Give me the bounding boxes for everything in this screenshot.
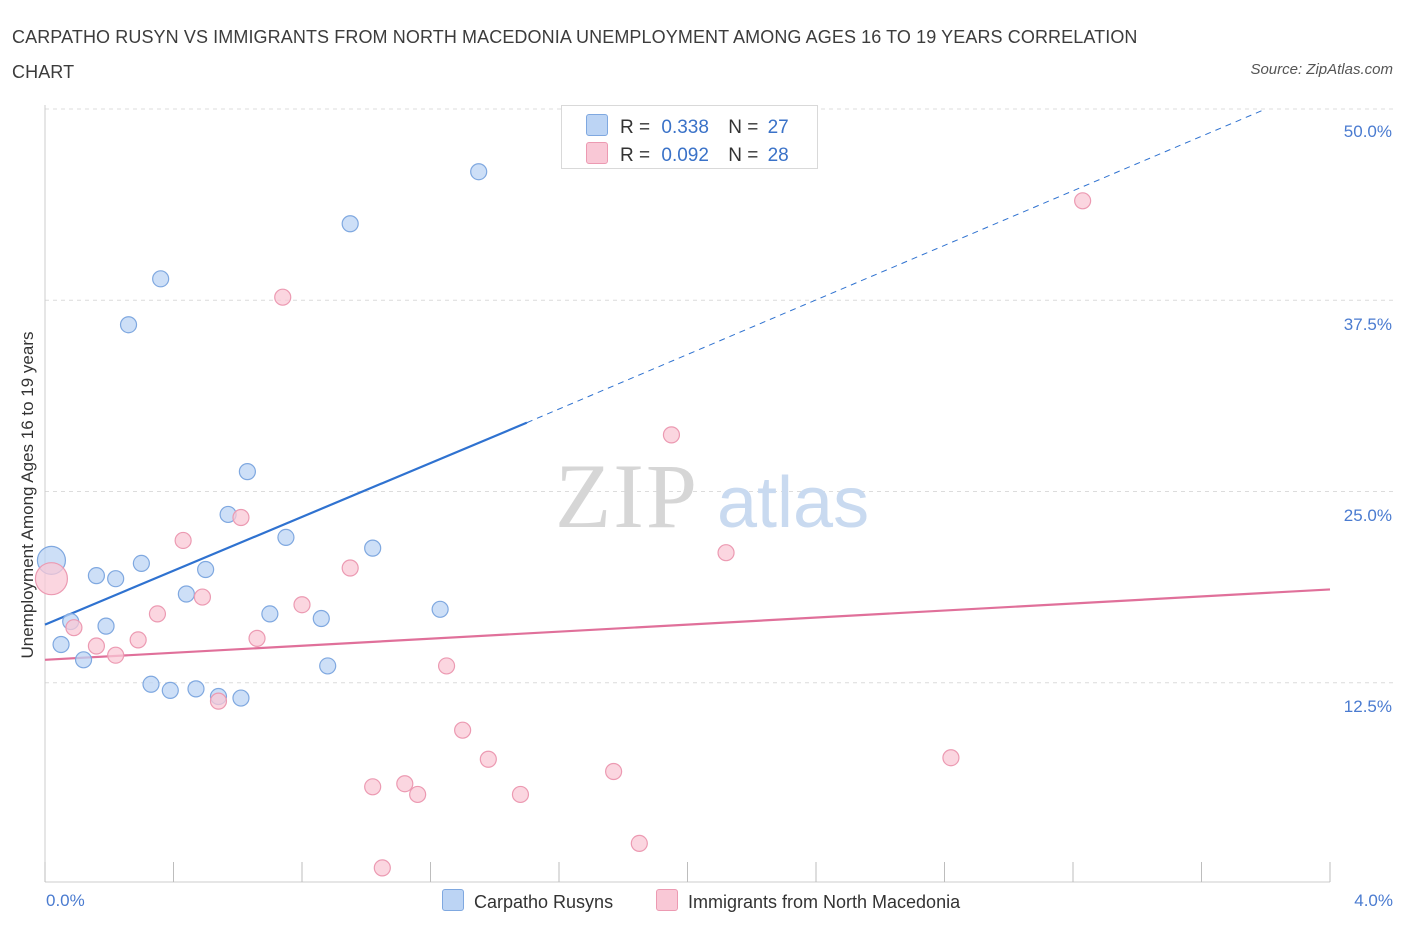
point-carpatho-rusyns [142, 675, 160, 693]
point-north-macedonia [942, 749, 960, 767]
legend-r-label: R = [620, 117, 651, 138]
point-north-macedonia [209, 692, 228, 710]
watermark-zip: ZIP [555, 445, 699, 547]
point-north-macedonia [479, 750, 497, 768]
point-carpatho-rusyns [152, 270, 170, 288]
point-carpatho-rusyns [52, 635, 70, 654]
y-tick-label-50: 50.0% [1343, 122, 1392, 141]
legend-r-value: 0.338 [661, 117, 709, 138]
point-carpatho-rusyns [74, 651, 93, 669]
point-carpatho-rusyns [238, 463, 256, 481]
bottom-legend-carpatho-rusyns: Carpatho Rusyns [442, 889, 613, 913]
point-north-macedonia [373, 859, 391, 877]
y-tick-label-37-5: 37.5% [1343, 315, 1392, 334]
bottom-legend-north-macedonia: Immigrants from North Macedonia [656, 889, 960, 913]
legend-n-value: 27 [767, 117, 789, 138]
point-carpatho-rusyns [312, 609, 330, 628]
point-carpatho-rusyns [187, 680, 205, 698]
point-north-macedonia [107, 646, 125, 664]
point-north-macedonia [34, 562, 69, 596]
bottom-legend-label-carpatho-rusyns: Carpatho Rusyns [474, 892, 614, 912]
point-north-macedonia [232, 508, 250, 527]
y-tick-label-25: 25.0% [1343, 506, 1392, 525]
legend-swatch-pink [586, 142, 608, 164]
point-north-macedonia [193, 588, 212, 606]
point-carpatho-rusyns [261, 605, 279, 623]
point-north-macedonia [364, 778, 382, 796]
legend: R = 0.338 N = 27 R = 0.092 N = 28 [561, 105, 818, 169]
point-north-macedonia [65, 619, 83, 637]
legend-row-carpatho-rusyns: R = 0.338 N = 27 [586, 114, 789, 138]
legend-row-north-macedonia: R = 0.092 N = 28 [586, 142, 789, 166]
legend-swatch-blue [586, 114, 608, 136]
point-carpatho-rusyns [470, 163, 488, 181]
point-north-macedonia [1074, 192, 1092, 210]
point-carpatho-rusyns [431, 600, 449, 618]
point-carpatho-rusyns [197, 560, 215, 579]
point-north-macedonia [274, 288, 292, 306]
point-north-macedonia [454, 721, 472, 739]
point-north-macedonia [717, 544, 735, 562]
point-carpatho-rusyns [232, 689, 250, 707]
point-carpatho-rusyns [119, 316, 138, 334]
point-carpatho-rusyns [87, 567, 106, 585]
point-north-macedonia [437, 657, 456, 675]
point-north-macedonia [605, 762, 623, 781]
trendline-carpatho-rusyns-extended [526, 108, 1266, 424]
source-label: Source: ZipAtlas.com [1250, 61, 1393, 78]
point-carpatho-rusyns [177, 585, 195, 603]
point-north-macedonia [293, 596, 311, 614]
point-north-macedonia [174, 531, 192, 550]
point-carpatho-rusyns [319, 657, 337, 675]
legend-n-label: N = [728, 117, 759, 138]
point-carpatho-rusyns [107, 570, 125, 588]
x-tick-label-max: 4.0% [1354, 891, 1393, 910]
bottom-legend-swatch-pink [656, 889, 678, 911]
point-carpatho-rusyns [161, 681, 179, 700]
legend-r-value: 0.092 [661, 145, 709, 166]
point-north-macedonia [341, 559, 359, 577]
trendline-carpatho-rusyns [44, 421, 528, 626]
point-north-macedonia [248, 629, 266, 647]
legend-r-label: R = [620, 145, 651, 166]
point-carpatho-rusyns [341, 215, 359, 233]
point-north-macedonia [87, 637, 106, 655]
chart-title: CARPATHO RUSYN VS IMMIGRANTS FROM NORTH … [12, 27, 1138, 82]
trend-lines [44, 108, 1331, 661]
point-north-macedonia [511, 785, 530, 804]
axes [44, 105, 1331, 883]
point-carpatho-rusyns [277, 528, 295, 547]
point-north-macedonia [630, 834, 648, 853]
bottom-legend-label-north-macedonia: Immigrants from North Macedonia [688, 892, 961, 912]
data-points [34, 163, 1092, 877]
x-tick-label-min: 0.0% [46, 891, 85, 910]
point-north-macedonia [129, 631, 147, 649]
point-carpatho-rusyns [97, 617, 115, 635]
point-carpatho-rusyns [132, 554, 150, 573]
point-north-macedonia [662, 426, 681, 444]
legend-n-value: 28 [767, 145, 789, 166]
legend-n-label: N = [728, 145, 759, 166]
point-north-macedonia [396, 775, 414, 793]
watermark-atlas: atlas [717, 463, 869, 543]
point-north-macedonia [409, 785, 427, 804]
trendline-north-macedonia [44, 588, 1331, 661]
bottom-legend-swatch-blue [442, 889, 464, 911]
y-tick-label-12-5: 12.5% [1343, 697, 1392, 716]
point-carpatho-rusyns [364, 539, 382, 557]
point-north-macedonia [148, 605, 167, 623]
